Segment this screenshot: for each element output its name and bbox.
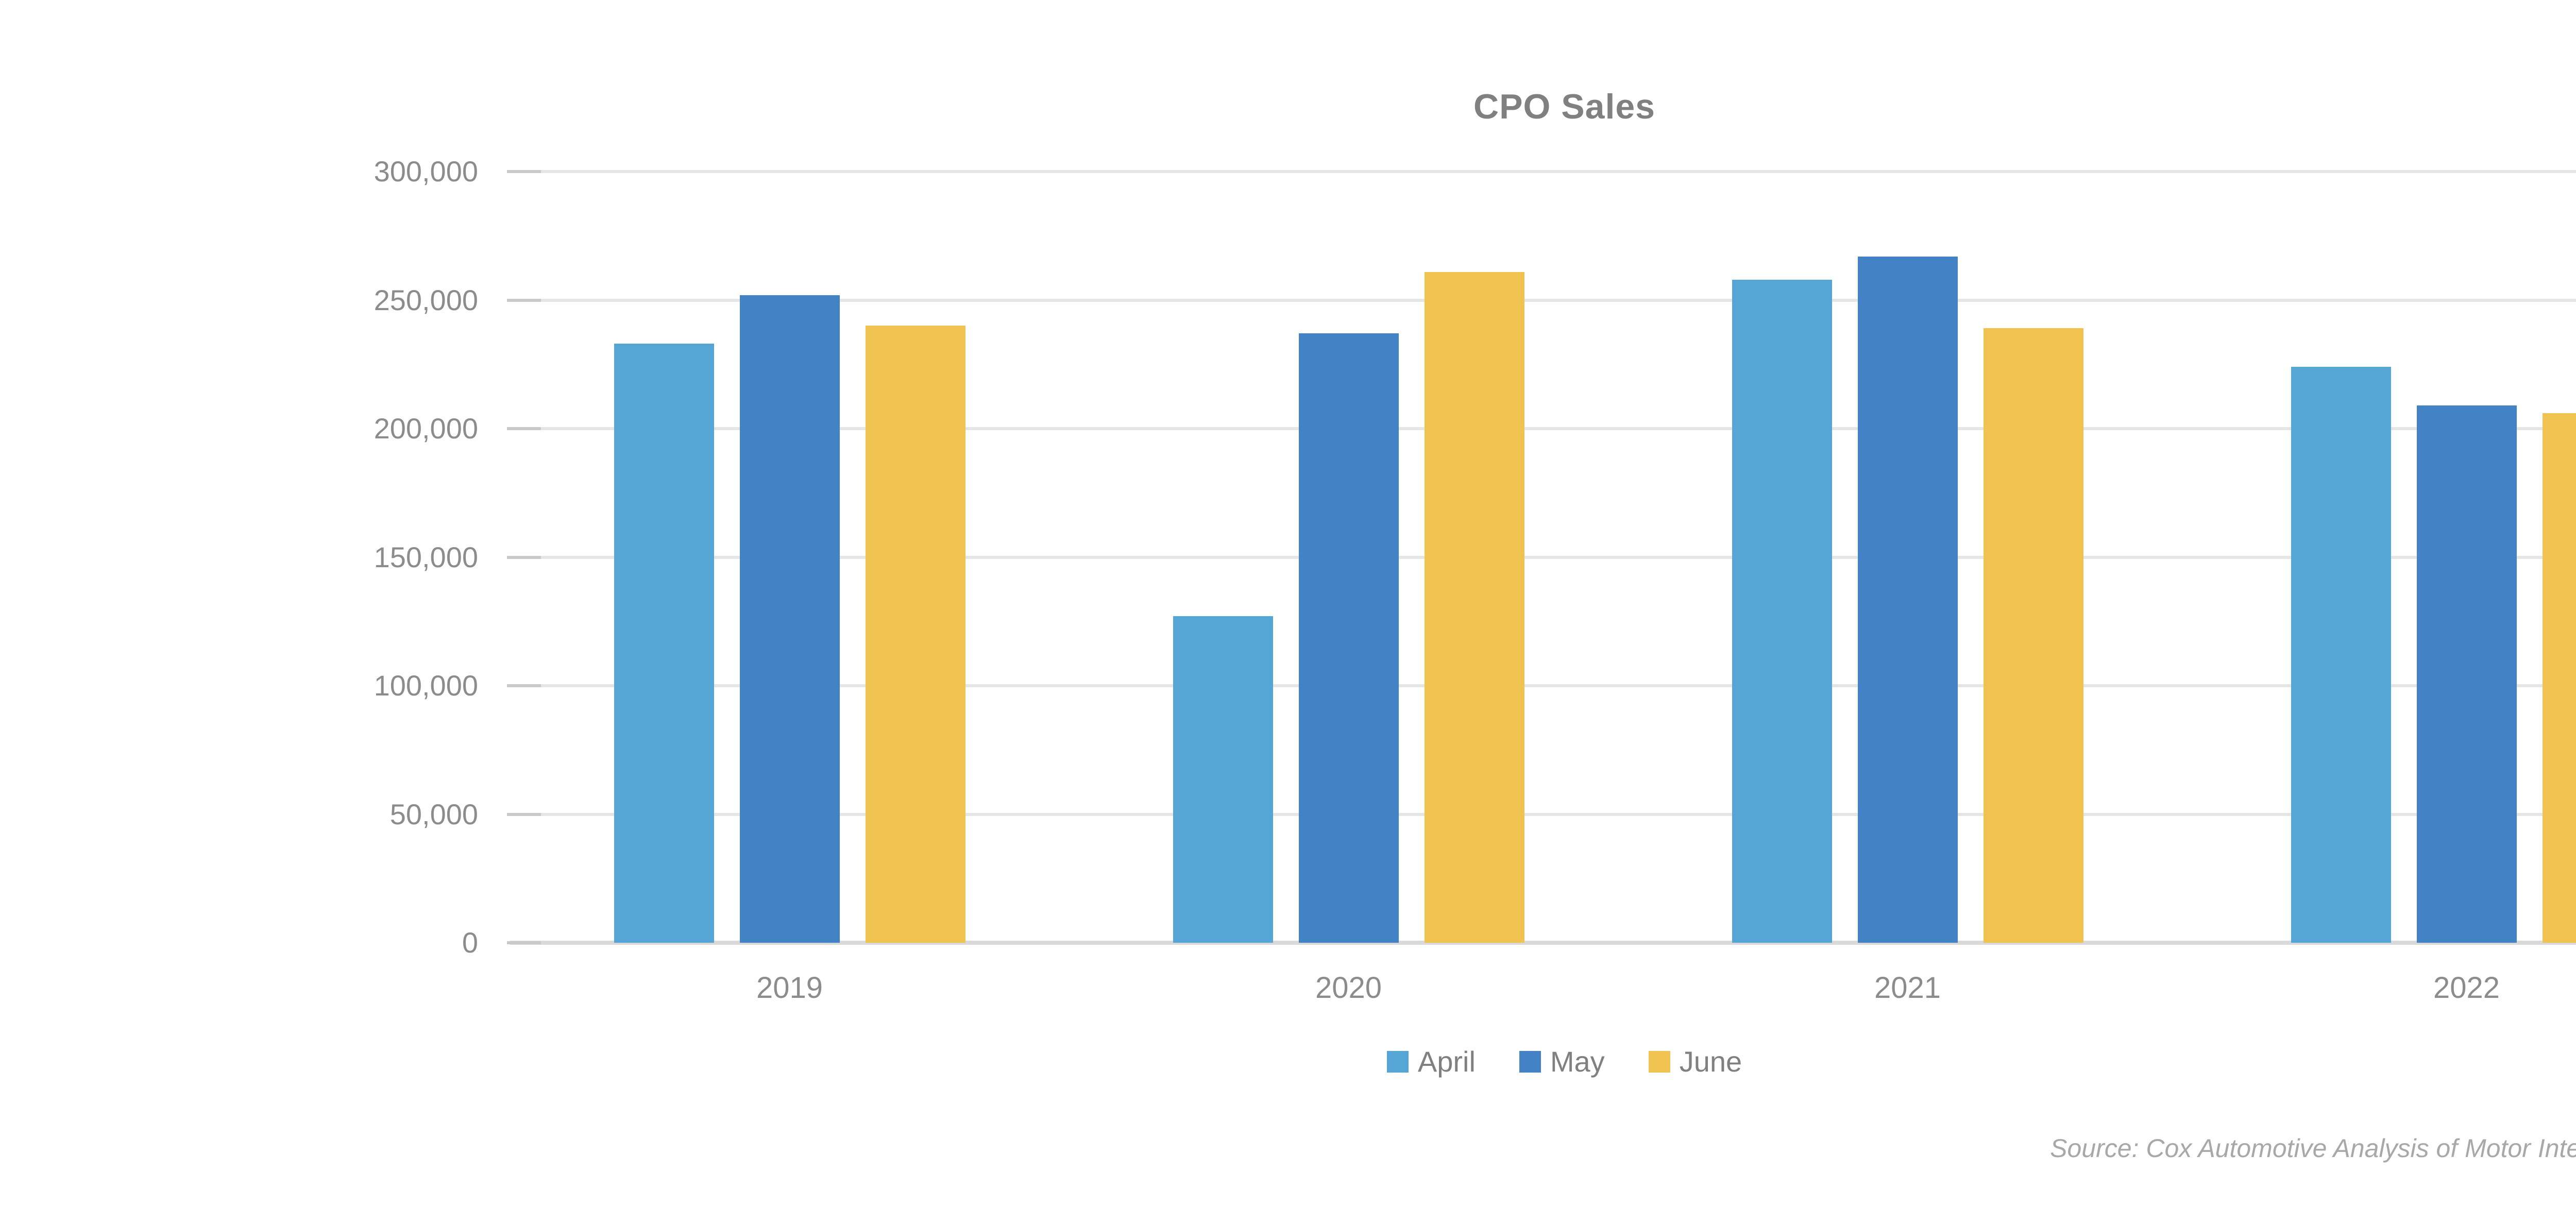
x-axis-labels: 2019 2020 2021 2022 [510, 971, 2576, 1007]
y-axis-label-300000: 300,000 [374, 155, 478, 188]
bar-april-2021 [1732, 279, 1832, 943]
bar-june-2020 [1424, 271, 1524, 943]
bar-june-2021 [1983, 328, 2083, 943]
x-axis-label-2021: 2021 [1874, 971, 1941, 1005]
bar-group-2020 [1069, 172, 1628, 943]
plot-area [510, 170, 2576, 945]
gridline-100000 [510, 684, 2576, 687]
x-axis-label-2019: 2019 [756, 971, 823, 1005]
legend: April May June [0, 1045, 2576, 1078]
y-axis-label-200000: 200,000 [374, 412, 478, 445]
y-tick-200000 [507, 427, 541, 430]
bar-may-2019 [739, 295, 840, 943]
legend-item-april: April [1386, 1045, 1476, 1078]
gridline-300000 [510, 170, 2576, 173]
y-tick-0 [507, 941, 541, 944]
bar-may-2020 [1298, 333, 1399, 943]
y-axis-label-150000: 150,000 [374, 540, 478, 573]
bar-group-2022 [2187, 172, 2576, 943]
y-tick-250000 [507, 298, 541, 302]
bar-april-2022 [2291, 367, 2391, 943]
x-axis-label-2022: 2022 [2433, 971, 2500, 1005]
y-tick-300000 [507, 170, 541, 173]
bar-april-2019 [614, 344, 714, 943]
bar-april-2020 [1173, 616, 1273, 943]
bar-june-2022 [2542, 413, 2576, 943]
gridline-250000 [510, 298, 2576, 302]
legend-item-may: May [1519, 1045, 1605, 1078]
bar-group-2021 [1628, 172, 2187, 943]
bar-june-2019 [865, 326, 965, 943]
source-note: Source: Cox Automotive Analysis of Motor… [2050, 1134, 2576, 1163]
bar-group-2019 [510, 172, 1069, 943]
y-tick-50000 [507, 812, 541, 816]
legend-label-april: April [1417, 1045, 1476, 1078]
x-axis-label-2020: 2020 [1315, 971, 1382, 1005]
legend-marker-april-icon [1386, 1050, 1409, 1073]
gridline-0 [510, 941, 2576, 945]
y-axis-label-100000: 100,000 [374, 669, 478, 702]
y-axis-label-250000: 250,000 [374, 283, 478, 316]
y-tick-150000 [507, 555, 541, 559]
legend-item-june: June [1648, 1045, 1742, 1078]
y-axis-label-0: 0 [462, 926, 478, 959]
legend-marker-may-icon [1519, 1050, 1541, 1073]
y-axis-label-50000: 50,000 [389, 797, 478, 830]
bar-may-2021 [1857, 256, 1958, 943]
bar-may-2022 [2416, 405, 2517, 943]
legend-label-may: May [1550, 1045, 1605, 1078]
legend-label-june: June [1679, 1045, 1742, 1078]
gridline-50000 [510, 812, 2576, 816]
gridline-200000 [510, 427, 2576, 430]
gridline-150000 [510, 555, 2576, 559]
y-tick-100000 [507, 684, 541, 687]
legend-marker-june-icon [1648, 1050, 1670, 1073]
chart-title: CPO Sales [1473, 87, 1655, 126]
